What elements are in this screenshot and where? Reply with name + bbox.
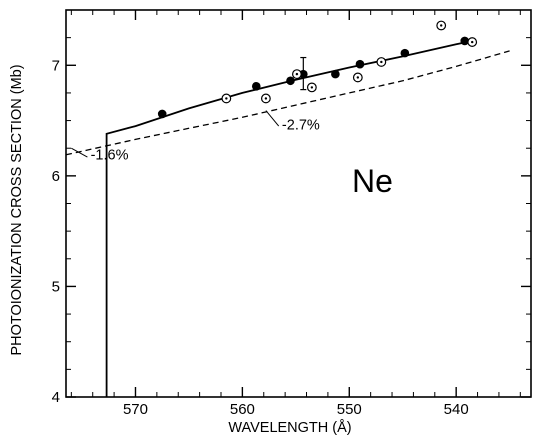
- y-tick-label: 6: [52, 168, 60, 185]
- x-tick-label: 560: [230, 401, 255, 418]
- filled-data-point: [251, 81, 261, 91]
- annotation-leader: [71, 147, 88, 158]
- solid-fit-curve: [105, 40, 473, 397]
- y-tick-label: 5: [52, 278, 60, 295]
- axes: 4 5 6 7 570 560 550 540: [52, 9, 532, 418]
- filled-data-point: [157, 109, 167, 119]
- x-axis-label: WAVELENGTH (Å): [228, 419, 351, 436]
- open-data-point-center: [356, 76, 360, 79]
- annotation-label: -1.6%: [91, 147, 129, 163]
- open-data-point-center: [310, 86, 314, 89]
- open-data-point-center: [380, 60, 383, 64]
- y-axis-label: PHOTOIONIZATION CROSS SECTION (Mb): [9, 64, 25, 355]
- curves: [65, 40, 510, 397]
- annotation-label: -2.7%: [282, 117, 320, 133]
- open-data-point-center: [225, 97, 228, 100]
- x-tick-label: 550: [337, 401, 362, 418]
- open-data-point-center: [440, 24, 443, 27]
- y-tick-label: 7: [52, 57, 60, 74]
- data-markers: [157, 20, 478, 119]
- x-tick-label: 570: [123, 401, 148, 418]
- y-tick-label: 4: [52, 389, 60, 406]
- filled-data-point: [355, 59, 365, 69]
- open-data-point-center: [295, 72, 299, 76]
- filled-data-point: [286, 76, 295, 86]
- element-label: Ne: [352, 163, 393, 199]
- filled-data-point: [331, 69, 340, 79]
- annotations: -1.6% -2.7%: [71, 110, 320, 163]
- annotation-leader: [265, 110, 280, 127]
- open-data-point-center: [471, 40, 474, 44]
- x-tick-label: 540: [444, 401, 469, 418]
- filled-data-point: [400, 48, 410, 58]
- filled-data-point: [460, 36, 470, 46]
- open-data-point-center: [264, 97, 268, 100]
- dashed-fit-curve: [65, 50, 510, 156]
- plot-frame: [65, 9, 532, 398]
